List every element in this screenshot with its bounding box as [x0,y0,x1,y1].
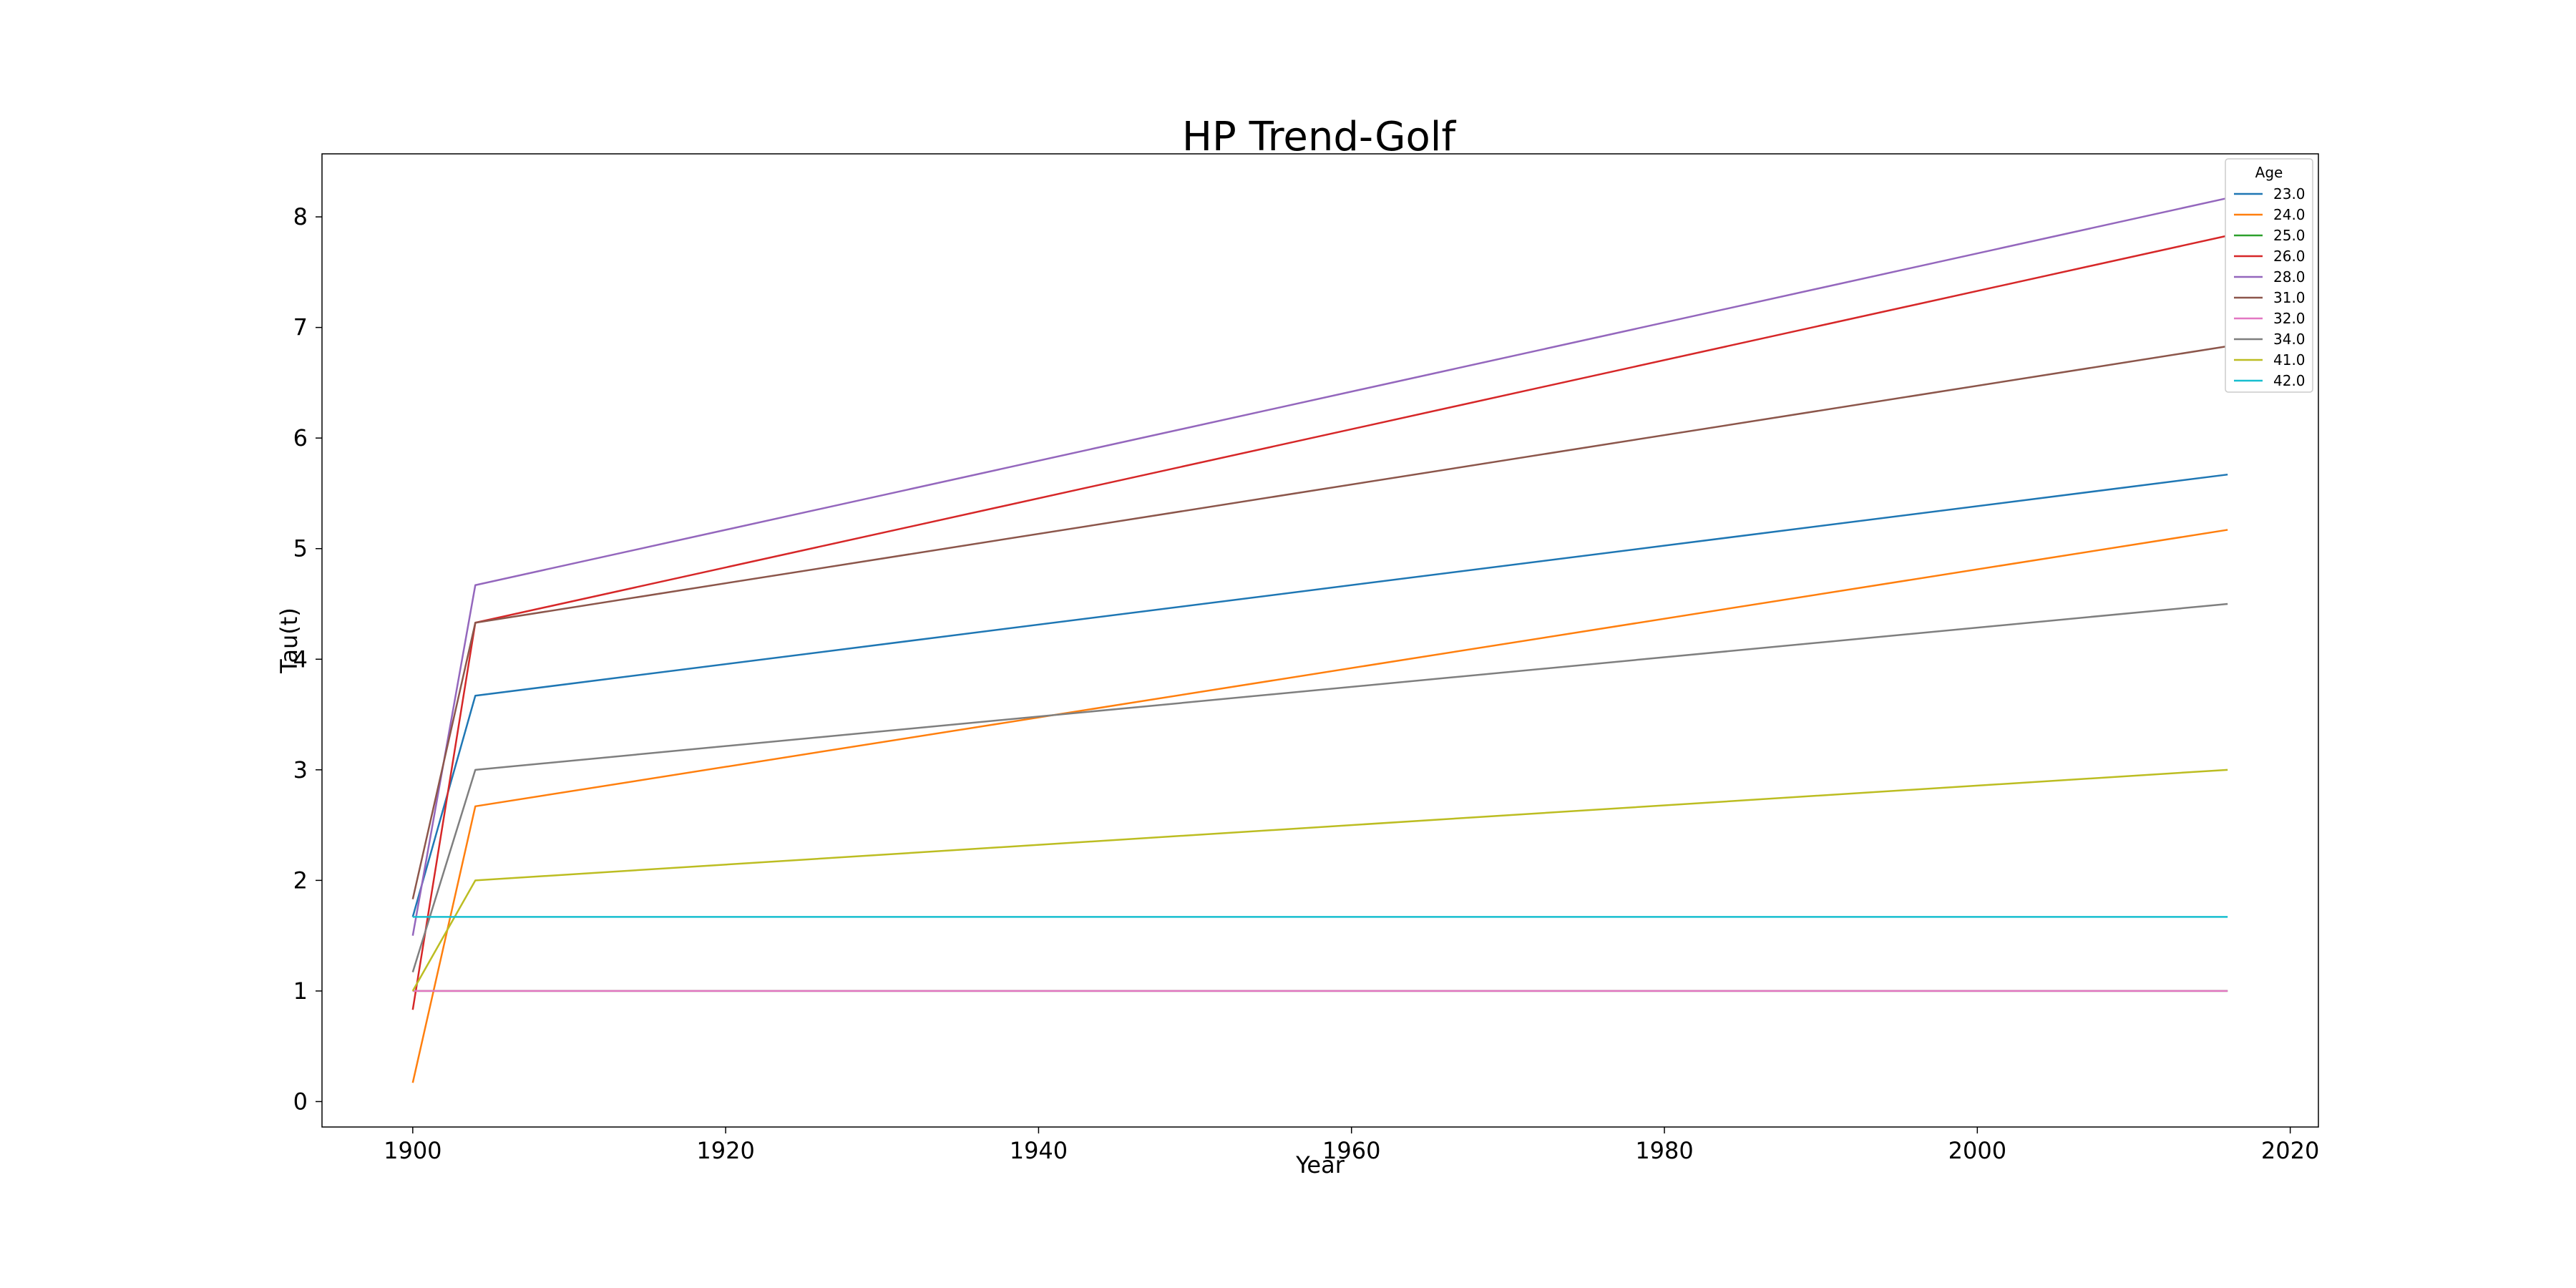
y-tick-label: 2 [293,867,308,894]
series-line-31-0 [411,345,2228,899]
legend-label: 26.0 [2273,248,2306,265]
chart-title: HP Trend-Golf [1182,114,1456,160]
legend-box [2225,158,2313,393]
legend-label: 23.0 [2273,185,2306,203]
legend-label: 41.0 [2273,351,2306,369]
y-tick-label: 4 [293,645,308,673]
series-lines [411,197,2228,1083]
x-tick-label: 1960 [1322,1137,1380,1164]
x-axis-label: Year [1295,1151,1345,1179]
series-line-28-0 [411,197,2228,936]
y-tick-label: 5 [293,535,308,562]
legend-title: Age [2255,164,2283,181]
legend-items: 23.0 24.0 25.0 26.0 28.0 31.0 32.0 34.0 41.0 42.0 [2234,185,2306,389]
legend-label: 42.0 [2273,372,2306,389]
y-tick-label: 0 [293,1088,308,1115]
y-tick-label: 7 [293,314,308,341]
legend-label: 32.0 [2273,310,2306,327]
y-tick-label: 1 [293,977,308,1005]
legend-label: 24.0 [2273,206,2306,223]
plot-frame [321,153,2319,1128]
x-tick-label: 1900 [384,1137,441,1164]
x-tick-label: 1940 [1010,1137,1068,1164]
series-line-26-0 [411,235,2228,1010]
x-tick-label: 2000 [1948,1137,2006,1164]
y-tick-label: 6 [293,424,308,452]
series-line-41-0 [411,769,2228,992]
series-line-23-0 [411,473,2228,917]
series-line-24-0 [411,529,2228,1083]
plot-area: 1900 1920 1940 1960 1980 2000 2020 0 1 2 3 4 5 6 7 8 [293,153,2319,1164]
x-tick-label: 2020 [2261,1137,2319,1164]
x-tick-label: 1980 [1635,1137,1693,1164]
legend-label: 25.0 [2273,227,2306,244]
legend-label: 28.0 [2273,268,2306,286]
legend-label: 31.0 [2273,289,2306,306]
x-tick-label: 1920 [696,1137,754,1164]
y-tick-label: 8 [293,203,308,230]
series-line-34-0 [411,602,2228,973]
y-axis-label: Tau(t) [275,608,303,674]
y-tick-label: 3 [293,756,308,784]
legend-label: 34.0 [2273,331,2306,348]
y-axis: 0 1 2 3 4 5 6 7 8 [293,203,322,1115]
legend: Age 23.0 24.0 25.0 26.0 28.0 31.0 32.0 34.0 41.0… [2225,158,2313,393]
x-axis: 1900 1920 1940 1960 1980 2000 2020 [384,1127,2319,1164]
